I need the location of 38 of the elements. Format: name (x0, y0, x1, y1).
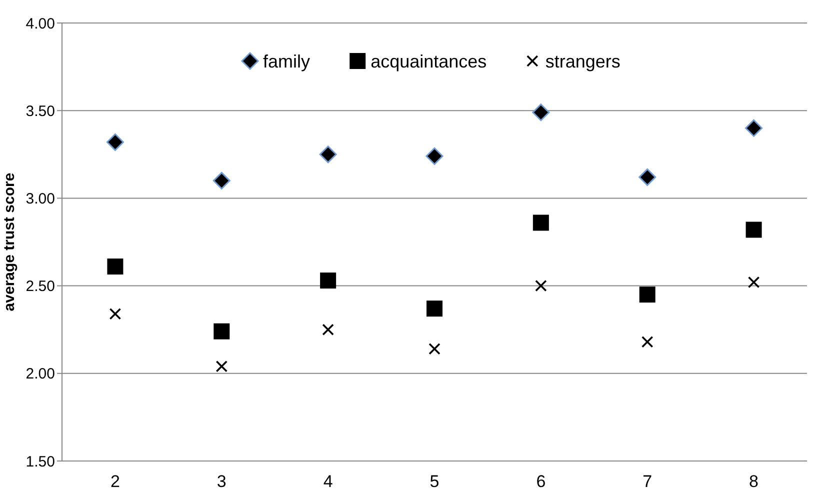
point (748, 276, 760, 288)
legend-label: strangers (545, 51, 620, 72)
point (106, 133, 124, 151)
point (216, 360, 228, 372)
point (746, 222, 762, 238)
point (107, 258, 124, 275)
legend-label: acquaintances (370, 51, 487, 72)
point (639, 286, 656, 303)
point (428, 342, 440, 355)
point (426, 147, 444, 165)
x-tick-label: 5 (430, 472, 440, 491)
x-tick-label: 8 (749, 472, 759, 491)
y-tick-label: 3.00 (26, 190, 55, 208)
x-tick-label: 4 (323, 472, 333, 491)
point (322, 324, 334, 336)
point (212, 172, 230, 190)
y-tick-label: 4.00 (26, 15, 55, 32)
x-tick-label: 2 (110, 472, 120, 491)
y-tick-label: 1.50 (26, 453, 55, 470)
point (426, 300, 442, 317)
y-axis-title: average trust score (1, 172, 18, 312)
point (532, 104, 550, 122)
point (641, 336, 654, 348)
x-tick-label: 3 (216, 472, 226, 491)
point (532, 214, 549, 231)
y-tick-label: 2.50 (26, 278, 55, 296)
point (535, 280, 547, 292)
point (109, 308, 122, 320)
point (638, 168, 656, 186)
y-tick-label: 3.50 (26, 102, 55, 120)
point (214, 323, 230, 340)
x-tick-label: 7 (642, 472, 652, 491)
point (320, 272, 336, 289)
point (319, 146, 337, 164)
point (745, 119, 763, 137)
legend-label: family (263, 51, 310, 72)
x-tick-label: 6 (536, 472, 546, 491)
y-tick-label: 2.00 (26, 366, 55, 383)
